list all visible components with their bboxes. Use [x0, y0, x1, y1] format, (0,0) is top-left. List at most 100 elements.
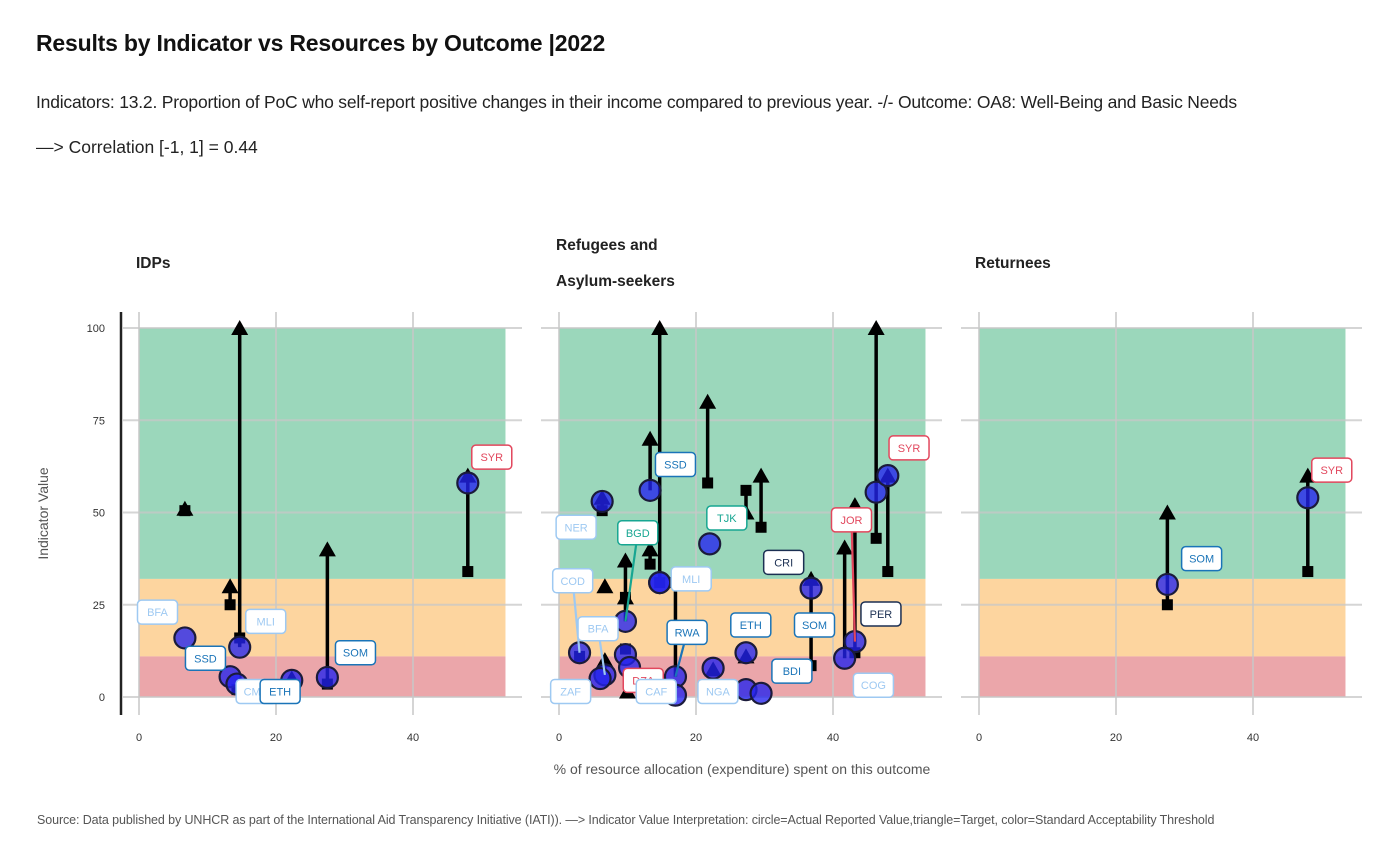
country-label: ZAF — [560, 686, 581, 698]
x-tick-label: 0 — [136, 732, 142, 744]
baseline-marker — [644, 558, 656, 570]
country-label: SOM — [343, 648, 368, 660]
actual-value-marker — [749, 681, 773, 705]
actual-value-marker — [228, 635, 252, 659]
country-label: PER — [870, 609, 893, 621]
facet-title: Refugees and — [556, 237, 658, 254]
country-label-box — [244, 608, 287, 635]
country-label: MLI — [682, 574, 700, 586]
country-label: SSD — [194, 653, 217, 665]
facet-panel-returnees: Returnees 0 20 40 SOM SYR — [961, 255, 1362, 744]
country-label-box — [549, 678, 592, 705]
baseline-marker — [1161, 599, 1173, 611]
country-label: CAF — [645, 686, 667, 698]
baseline-marker — [870, 532, 882, 544]
country-label-box — [136, 599, 179, 625]
actual-value-marker — [588, 666, 612, 691]
country-label-box — [471, 444, 513, 470]
facet-title: IDPs — [136, 255, 170, 272]
actual-value-marker — [1155, 572, 1179, 597]
target-marker — [596, 578, 614, 594]
target-marker — [616, 552, 634, 568]
country-label: BDI — [783, 666, 801, 678]
band-good — [559, 328, 926, 579]
chart-title: Results by Indicator vs Resources by Out… — [36, 30, 606, 56]
band-medium — [139, 578, 506, 657]
country-label: ETH — [269, 686, 291, 698]
country-label-box — [706, 505, 748, 531]
country-label-box — [666, 619, 708, 646]
country-label-box — [670, 566, 712, 592]
country-label-box — [771, 658, 813, 684]
facet-panel-refugees-and-asylum-seekers: Refugees and Asylum-seekers 0 20 40 NER SSD TJK… — [541, 237, 942, 744]
x-tick-label: 40 — [1247, 732, 1259, 744]
target-marker — [221, 578, 239, 594]
country-label-box — [654, 451, 697, 478]
target-marker — [641, 541, 659, 557]
country-label: ETH — [740, 620, 762, 632]
country-label-box — [762, 549, 805, 576]
country-label-box — [577, 615, 619, 642]
country-label: NGA — [706, 686, 731, 698]
baseline-marker — [740, 484, 752, 496]
x-tick-label: 40 — [407, 732, 419, 744]
country-label-box — [793, 612, 836, 638]
band-bad — [979, 656, 1346, 697]
x-axis-label: % of resource allocation (expenditure) s… — [554, 761, 931, 777]
actual-value-marker — [833, 646, 857, 670]
country-label: JOR — [840, 515, 862, 527]
country-label-box — [334, 639, 377, 666]
actual-value-marker — [638, 478, 662, 502]
country-label-box — [184, 645, 227, 672]
target-marker — [752, 467, 770, 483]
actual-value-marker — [864, 480, 888, 504]
country-label-box — [555, 514, 597, 541]
target-marker — [836, 539, 854, 555]
country-label: SYR — [1320, 465, 1343, 477]
baseline-marker — [882, 566, 894, 578]
source-caption: Source: Data published by UNHCR as part … — [37, 813, 1215, 827]
x-tick-label: 20 — [270, 732, 282, 744]
x-tick-label: 40 — [827, 732, 839, 744]
target-marker — [176, 500, 194, 516]
country-label: SYR — [480, 452, 503, 464]
country-label-box — [830, 507, 873, 533]
band-good — [139, 328, 506, 579]
actual-value-marker — [734, 641, 758, 665]
actual-value-marker — [456, 471, 480, 495]
target-marker — [616, 589, 634, 605]
chart-subtitle: Indicators: 13.2. Proportion of PoC who … — [36, 92, 1237, 112]
y-tick-label: 25 — [93, 600, 105, 612]
x-tick-label: 20 — [1110, 732, 1122, 744]
actual-value-marker — [701, 656, 725, 680]
country-label: BGD — [626, 528, 650, 540]
actual-value-marker — [876, 464, 900, 488]
label-leader-line — [624, 532, 639, 622]
country-label-box — [697, 678, 739, 705]
country-label-box — [730, 612, 772, 638]
country-label-box — [852, 672, 895, 698]
target-marker — [1158, 504, 1176, 520]
baseline-marker — [755, 521, 767, 533]
target-marker — [651, 320, 669, 335]
x-tick-label: 20 — [690, 732, 702, 744]
target-marker — [596, 652, 614, 668]
actual-value-marker — [173, 626, 197, 650]
country-label: SOM — [802, 620, 827, 632]
target-marker — [867, 320, 885, 335]
target-marker — [318, 541, 336, 557]
baseline-marker — [702, 477, 714, 489]
x-tick-label: 0 — [976, 732, 982, 744]
country-label-box — [860, 601, 902, 627]
country-label: BFA — [147, 607, 168, 619]
actual-value-marker — [315, 665, 339, 690]
y-tick-label: 50 — [93, 508, 105, 520]
actual-value-marker — [799, 576, 823, 600]
target-marker — [699, 393, 717, 409]
actual-value-marker — [590, 489, 614, 514]
country-label-box — [551, 568, 594, 594]
y-tick-label: 100 — [87, 323, 105, 335]
country-label-box — [617, 520, 659, 546]
